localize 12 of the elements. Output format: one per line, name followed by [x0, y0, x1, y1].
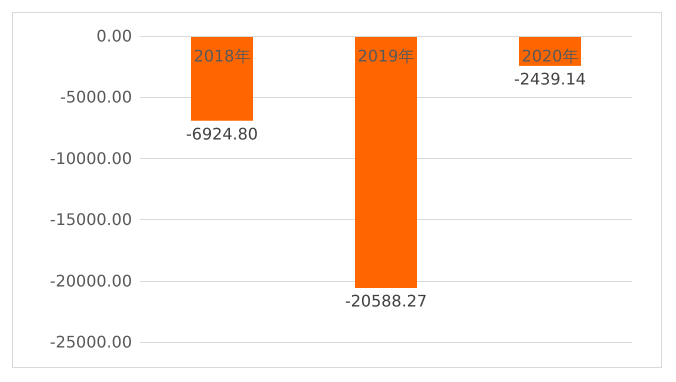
data-label: -20588.27 [344, 292, 428, 310]
x-tick-label: 2019年 [358, 46, 414, 66]
y-tick-label: -20000.00 [50, 271, 132, 290]
x-tick-label: 2020年 [522, 46, 578, 66]
y-tick-label: -5000.00 [60, 88, 132, 107]
y-tick-label: -25000.00 [50, 332, 132, 352]
y-tick-label: 0.00 [96, 26, 132, 46]
data-label: -6924.80 [186, 124, 258, 144]
data-label: -2439.14 [514, 69, 586, 88]
x-tick-label: 2018年 [194, 46, 250, 66]
y-tick-label: -15000.00 [50, 210, 132, 230]
y-tick-label: -10000.00 [50, 148, 132, 168]
